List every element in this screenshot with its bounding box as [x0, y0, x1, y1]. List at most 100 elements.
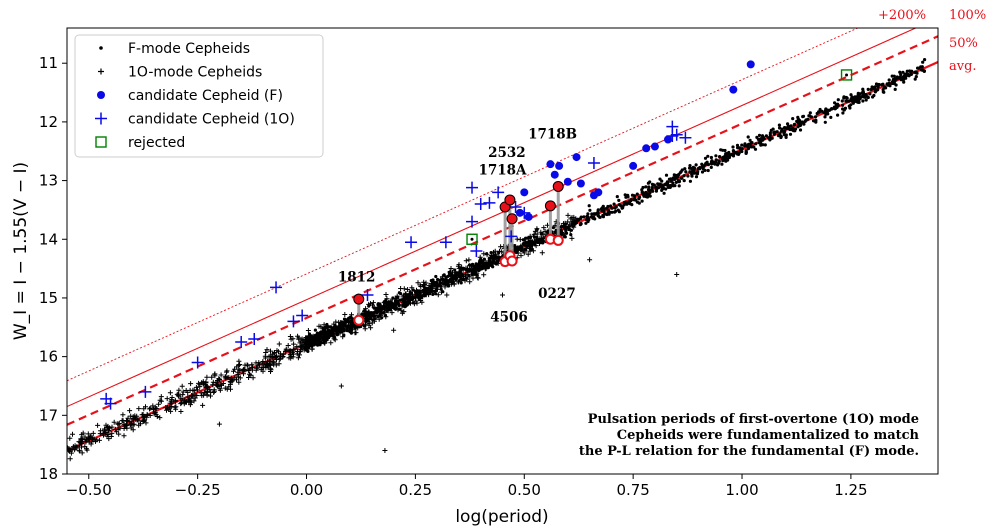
f-mode-point — [676, 175, 680, 179]
o1-mode-point — [472, 264, 478, 269]
f-mode-point — [763, 143, 767, 147]
f-mode-point — [610, 206, 614, 210]
f-mode-point — [438, 282, 442, 286]
f-mode-point — [342, 317, 347, 321]
f-mode-point — [584, 221, 588, 225]
f-mode-point — [691, 165, 696, 169]
f-mode-point — [784, 135, 788, 139]
o1-mode-point — [309, 346, 315, 352]
f-mode-point — [881, 88, 885, 92]
f-mode-point — [824, 112, 828, 116]
o1-mode-point — [349, 312, 354, 318]
o1-mode-point — [372, 312, 378, 318]
f-mode-point — [579, 222, 583, 226]
o1-mode-point — [294, 344, 300, 350]
o1-mode-point — [172, 404, 178, 410]
o1-mode-point — [307, 340, 313, 346]
o1-mode-point — [482, 266, 488, 272]
annotation-label: 0227 — [538, 286, 576, 302]
o1-mode-point — [267, 353, 273, 359]
f-mode-point — [835, 105, 839, 109]
annotation-label: 4506 — [490, 309, 528, 325]
f-mode-point — [660, 188, 664, 192]
f-mode-point — [591, 216, 595, 220]
o1-mode-point — [498, 244, 504, 250]
f-mode-point — [901, 78, 905, 82]
o1-mode-point — [477, 261, 483, 267]
f-mode-point — [632, 197, 636, 201]
f-mode-point — [914, 75, 918, 79]
o1-mode-point — [164, 396, 170, 402]
o1-mode-point — [402, 291, 408, 297]
o1-mode-point — [172, 397, 178, 403]
f-mode-point — [648, 180, 652, 184]
f-mode-point — [789, 124, 793, 128]
o1-mode-point — [167, 390, 173, 396]
rejected-point — [840, 69, 853, 81]
f-mode-point — [784, 133, 788, 137]
o1-mode-point — [178, 401, 184, 407]
f-mode-point — [679, 170, 683, 174]
o1-mode-point — [481, 251, 487, 257]
o1-mode-point — [435, 286, 440, 292]
legend-marker-dot — [99, 46, 103, 50]
o1-mode-point — [185, 394, 191, 400]
o1-mode-point — [363, 306, 369, 312]
f-mode-point — [842, 108, 846, 112]
f-mode-point — [854, 97, 858, 101]
o1-mode-point — [190, 387, 196, 393]
o1-mode-point — [469, 263, 475, 269]
f-mode-point — [679, 176, 683, 180]
f-mode-point — [768, 138, 772, 142]
f-mode-point — [682, 179, 686, 183]
candidate-f-point — [663, 135, 672, 144]
f-mode-point — [724, 154, 729, 158]
o1-mode-point — [103, 422, 109, 428]
o1-mode-point — [403, 291, 409, 297]
f-mode-point — [860, 91, 864, 95]
f-mode-point — [814, 118, 818, 122]
rejected-point — [466, 233, 478, 245]
o1-mode-point — [173, 404, 179, 410]
plot-frame — [66, 27, 939, 475]
o1-mode-point — [561, 223, 567, 229]
o1-mode-point — [571, 224, 577, 230]
o1-mode-point — [414, 289, 420, 295]
o1-mode-point — [572, 219, 578, 224]
annotation-label: 1718A — [478, 163, 527, 179]
f-mode-point — [844, 95, 849, 100]
f-mode-point — [892, 82, 897, 86]
o1-mode-point — [265, 364, 271, 370]
o1-mode-point — [246, 366, 252, 372]
f-mode-point — [569, 233, 573, 237]
fundamentalized-point — [353, 314, 365, 326]
f-mode-point — [880, 83, 885, 87]
f-mode-point — [813, 115, 818, 119]
o1-mode-point — [232, 375, 238, 381]
o1-mode-point — [199, 393, 205, 399]
f-mode-point — [887, 78, 891, 82]
o1-mode-point — [178, 409, 184, 414]
y-tick-label: 14 — [39, 230, 58, 248]
reference-line — [67, 28, 859, 382]
o1-mode-point — [259, 364, 265, 370]
f-mode-point — [761, 135, 766, 140]
f-mode-point — [601, 204, 605, 208]
y-tick-label: 15 — [39, 289, 58, 307]
candidate-1o-point — [483, 196, 496, 209]
rejected-center — [845, 73, 849, 77]
o1-mode-point — [500, 292, 505, 298]
y-axis-title: W_I = I − 1.55(V − I) — [11, 162, 31, 340]
f-mode-point — [706, 168, 710, 173]
o1-mode-point — [401, 309, 407, 315]
o1-mode-point — [348, 325, 354, 331]
f-mode-point — [404, 304, 408, 308]
f-mode-point — [923, 58, 927, 62]
f-mode-point — [905, 69, 909, 73]
o1-mode-point — [461, 275, 466, 281]
f-mode-point — [735, 152, 740, 156]
candidate-f-point — [642, 144, 651, 153]
candidate-f-point — [550, 170, 559, 179]
line-label: 100% — [949, 8, 986, 23]
f-mode-point — [823, 120, 827, 124]
